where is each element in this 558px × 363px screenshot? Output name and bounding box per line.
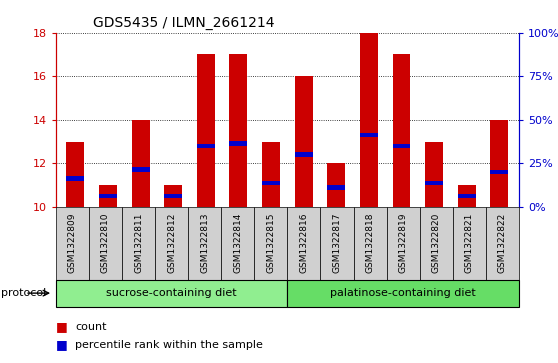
Bar [360,33,378,207]
Bar [164,185,182,207]
Bar [393,54,411,207]
Bar [66,142,84,207]
Text: GSM1322816: GSM1322816 [300,213,309,273]
Bar [197,143,215,148]
Bar [99,193,117,199]
Bar [262,180,280,185]
Bar [197,54,215,207]
Bar [425,142,443,207]
Text: GSM1322814: GSM1322814 [233,213,242,273]
Bar [328,163,345,207]
Text: GSM1322809: GSM1322809 [68,213,77,273]
Bar [360,132,378,138]
Bar [66,176,84,181]
Bar [328,185,345,190]
Text: ■: ■ [56,338,68,351]
Text: GDS5435 / ILMN_2661214: GDS5435 / ILMN_2661214 [93,16,275,30]
Bar [99,185,117,207]
Text: GSM1322817: GSM1322817 [333,213,341,273]
Text: palatinose-containing diet: palatinose-containing diet [330,288,476,298]
Text: GSM1322815: GSM1322815 [266,213,275,273]
Text: protocol: protocol [1,288,46,298]
Bar [425,180,443,185]
Text: GSM1322813: GSM1322813 [200,213,209,273]
Text: GSM1322818: GSM1322818 [365,213,374,273]
Text: GSM1322812: GSM1322812 [167,213,176,273]
Text: count: count [75,322,107,332]
Bar [229,141,247,146]
Text: GSM1322819: GSM1322819 [398,213,408,273]
Bar [229,54,247,207]
Text: GSM1322822: GSM1322822 [498,213,507,273]
Bar [490,170,508,175]
Bar [295,76,312,207]
Bar [458,185,476,207]
Text: GSM1322821: GSM1322821 [465,213,474,273]
Text: ■: ■ [56,320,68,333]
Bar [132,120,150,207]
Bar [490,120,508,207]
Bar [295,152,312,157]
Text: percentile rank within the sample: percentile rank within the sample [75,340,263,350]
Bar [132,167,150,172]
Bar [458,193,476,199]
Bar [262,142,280,207]
Bar [393,143,411,148]
Text: GSM1322810: GSM1322810 [101,213,110,273]
Text: sucrose-containing diet: sucrose-containing diet [106,288,237,298]
Text: GSM1322820: GSM1322820 [432,213,441,273]
Text: GSM1322811: GSM1322811 [134,213,143,273]
Bar [164,193,182,199]
